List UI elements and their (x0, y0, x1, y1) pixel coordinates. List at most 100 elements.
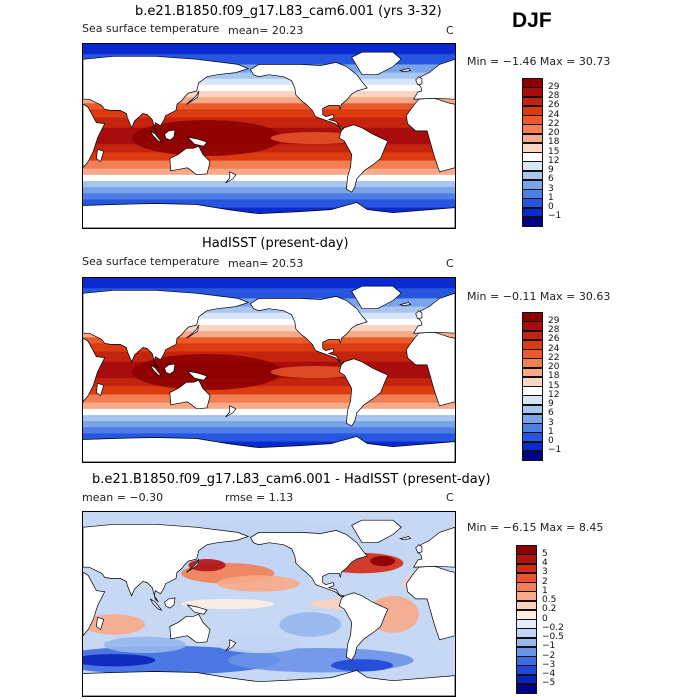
land-mass (83, 289, 250, 369)
panel3-mean: mean = −0.30 (82, 491, 164, 504)
colorbar-label: 6 (548, 408, 554, 419)
colorbar-label: 12 (548, 155, 560, 166)
colorbar-cell (522, 216, 543, 227)
sst-band (83, 421, 455, 428)
colorbar-label: 18 (548, 371, 560, 382)
land-mass (83, 337, 106, 403)
panel3-units: C (446, 491, 454, 504)
land-mass (398, 68, 412, 72)
season-label: DJF (512, 9, 552, 32)
sst-band (83, 160, 455, 170)
colorbar-label: 12 (548, 389, 560, 400)
colorbar-label: 5 (542, 548, 548, 559)
sst-band (83, 78, 455, 86)
land-mass (186, 604, 208, 615)
colorbar-cell (522, 450, 543, 461)
colorbar-label: −1 (548, 211, 562, 222)
sst-band (83, 117, 455, 129)
panel2-sst-field (83, 278, 455, 462)
colorbar-label: 3 (548, 417, 554, 428)
land-mass (398, 536, 412, 540)
land-mass (225, 171, 237, 184)
colorbar-label: −4 (542, 669, 556, 679)
land-mass (186, 90, 200, 105)
colorbar-label: 9 (548, 399, 554, 409)
land-mass (149, 598, 163, 611)
sst-band (83, 144, 455, 153)
sst-band (83, 351, 455, 363)
panel1-mean: mean= 20.23 (228, 24, 304, 37)
warm-pool (132, 354, 282, 391)
colorbar-label: 1 (542, 585, 548, 596)
land-mass (96, 148, 105, 163)
land-mass (149, 364, 163, 377)
colorbar-label: −1 (542, 641, 556, 652)
sst-band (83, 72, 455, 80)
land-mass (149, 130, 163, 143)
sst-band (83, 278, 455, 289)
panel3-rmse: rmse = 1.13 (225, 491, 294, 504)
panel2-map (82, 277, 456, 463)
colorbar-label: 15 (548, 146, 560, 157)
colorbar-label: −1 (548, 445, 562, 456)
sst-band (83, 402, 455, 410)
land-mass (351, 285, 402, 310)
land-mass (164, 129, 176, 141)
sst-band (83, 306, 455, 314)
land-mass (338, 592, 389, 661)
diff-blob (83, 654, 156, 667)
land-mass (249, 62, 368, 130)
land-mass (406, 97, 455, 173)
land-mass (406, 565, 455, 641)
land-mass (413, 292, 455, 334)
land-mass (338, 124, 389, 193)
colorbar-label: −3 (542, 659, 556, 670)
colorbar-label: −2 (542, 650, 556, 661)
colorbar-label: 4 (542, 558, 548, 568)
colorbar-label: 20 (548, 362, 560, 372)
colorbar-label: 18 (548, 137, 560, 148)
panel2-minmax: Min = −0.11 Max = 30.63 (467, 290, 611, 303)
land-mass (83, 55, 250, 135)
sst-band (83, 199, 455, 209)
land-mass (83, 436, 455, 462)
sst-band (83, 54, 455, 65)
land-mass (413, 58, 455, 100)
panel3-minmax: Min = −6.15 Max = 8.45 (467, 521, 604, 534)
panel1-units: C (446, 24, 454, 37)
sst-band (83, 193, 455, 200)
panel2-units: C (446, 257, 454, 270)
colorbar-label: 0 (542, 613, 548, 624)
panel2-mean: mean= 20.53 (228, 257, 304, 270)
land-mass (351, 519, 402, 544)
sst-band (83, 288, 455, 299)
land-mass (249, 296, 368, 364)
land-mass (83, 523, 250, 603)
panel1-minmax: Min = −1.46 Max = 30.73 (467, 55, 611, 68)
panel2-title: HadISST (present-day) (202, 236, 349, 251)
cold-tongue (270, 366, 361, 379)
panel1-map (82, 43, 456, 229)
land-mass (186, 324, 200, 339)
land-mass (186, 558, 200, 573)
land-mass (249, 530, 368, 598)
colorbar-cell (516, 683, 537, 694)
colorbar-label: 20 (548, 128, 560, 138)
sst-band (83, 312, 455, 320)
colorbar-label: 26 (548, 334, 560, 345)
land-mass (96, 382, 105, 397)
panel2-colorbar: 29 28 26 24 22 20 18 15 12 9 6 3 1 0 −1 (522, 312, 582, 461)
sst-band (83, 44, 455, 55)
diff-blob (103, 636, 187, 654)
diff-blob (181, 598, 275, 610)
land-mass (83, 202, 455, 228)
diff-blob (83, 645, 280, 675)
land-mass (225, 639, 237, 652)
colorbar-label: 28 (548, 91, 560, 101)
sst-band (83, 109, 455, 119)
land-mass (96, 616, 105, 631)
sst-band (83, 325, 455, 332)
sst-band (83, 180, 455, 188)
land-mass (398, 302, 412, 306)
colorbar-label: 22 (548, 118, 560, 129)
